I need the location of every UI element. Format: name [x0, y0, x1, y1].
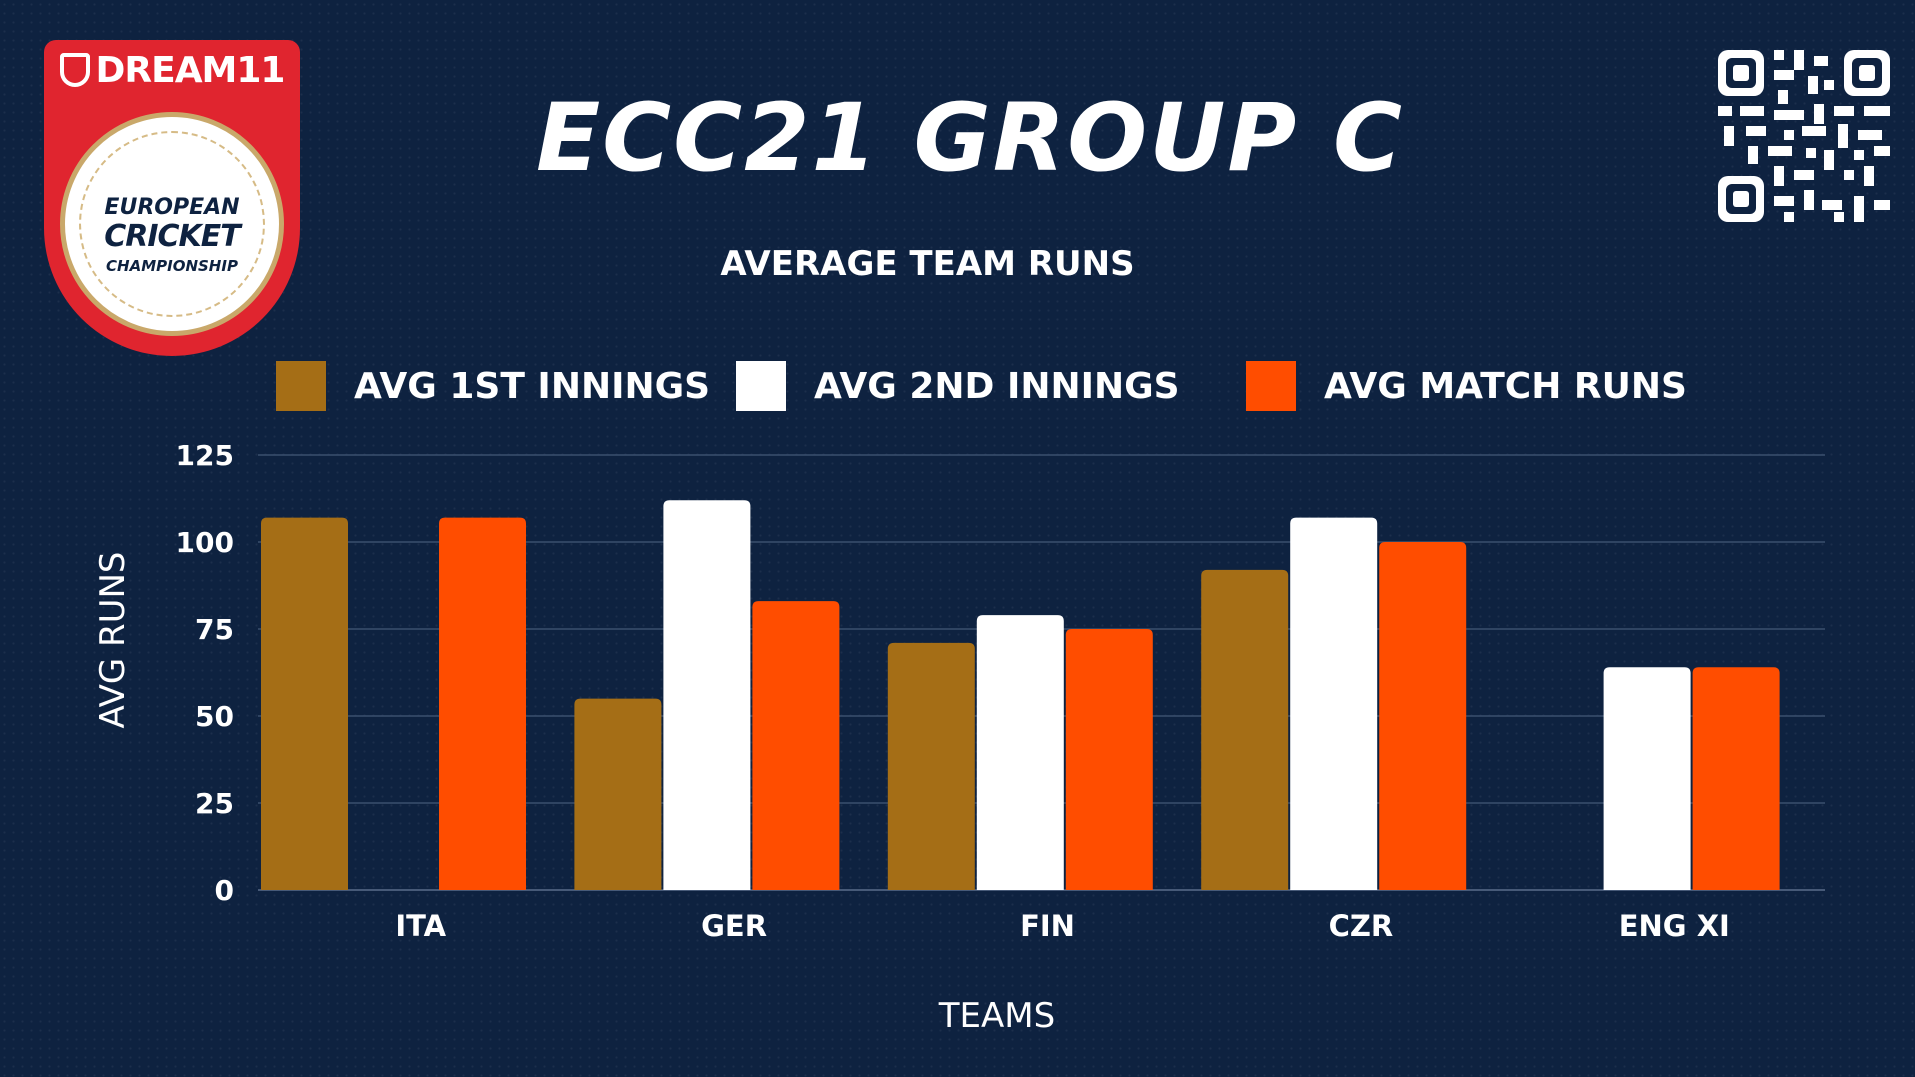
bar-ger-series-2	[663, 500, 751, 890]
bar-czr-series-1	[1201, 569, 1289, 890]
bar-eng-xi-series-2	[1603, 667, 1691, 890]
legend-label-1st-innings: AVG 1ST INNINGS	[354, 365, 711, 407]
legend-item-match-runs: AVG MATCH RUNS	[1246, 360, 1687, 412]
logo-line-european: EUROPEAN	[104, 195, 240, 220]
dream11-shield-icon	[59, 53, 90, 87]
bar-fin-series-2	[976, 615, 1064, 890]
bar-ger-series-3	[752, 601, 840, 890]
chart-bars	[261, 500, 1780, 890]
bar-fin-series-3	[1065, 629, 1153, 890]
bar-fin-series-1	[887, 642, 975, 890]
bar-czr-series-2	[1290, 517, 1378, 890]
y-axis-title: AVG RUNS	[93, 551, 133, 728]
y-tick-label: 125	[176, 439, 234, 472]
logo-line-cricket: CRICKET	[104, 219, 241, 254]
bar-czr-series-3	[1379, 542, 1467, 890]
qr-code-icon	[1718, 50, 1890, 222]
legend-item-1st-innings: AVG 1ST INNINGS	[276, 360, 710, 412]
logo-badge: EUROPEAN CRICKET CHAMPIONSHIP	[60, 112, 284, 336]
x-axis-categories: ITA GER FIN CZR ENG XI	[395, 909, 1730, 943]
x-category-label: ITA	[395, 909, 446, 943]
y-tick-label: 100	[176, 526, 234, 559]
bar-ita-series-1	[261, 517, 348, 890]
legend-label-2nd-innings: AVG 2ND INNINGS	[814, 365, 1180, 407]
legend-swatch-1st-innings	[276, 361, 326, 411]
bar-ger-series-1	[574, 698, 662, 890]
bar-ita-series-3	[439, 517, 526, 890]
bar-eng-xi-series-3	[1692, 667, 1780, 890]
dream11-brand: DREAM11	[44, 50, 300, 91]
legend-item-2nd-innings: AVG 2ND INNINGS	[736, 360, 1180, 412]
legend-label-match-runs: AVG MATCH RUNS	[1324, 365, 1687, 407]
x-category-label: GER	[701, 909, 767, 943]
chart-subtitle: AVERAGE TEAM RUNS	[720, 244, 1135, 284]
cricket-ball-seam-icon	[79, 131, 265, 317]
chart-legend: AVG 1ST INNINGS AVG 2ND INNINGS AVG MATC…	[276, 360, 1756, 412]
dream11-brand-text: DREAM11	[95, 50, 286, 91]
page-title: ECC21 GROUP C	[535, 84, 1405, 193]
legend-swatch-2nd-innings	[736, 361, 786, 411]
y-tick-label: 75	[195, 613, 234, 646]
y-axis-ticks: 0 25 50 75 100 125	[176, 439, 234, 907]
legend-swatch-match-runs	[1246, 361, 1296, 411]
y-tick-label: 0	[215, 874, 234, 907]
x-category-label: FIN	[1020, 909, 1075, 943]
x-axis-title: TEAMS	[938, 996, 1055, 1036]
x-category-label: CZR	[1329, 909, 1394, 943]
x-category-label: ENG XI	[1619, 909, 1730, 943]
y-tick-label: 50	[195, 700, 234, 733]
y-tick-label: 25	[195, 787, 234, 820]
championship-logo: DREAM11 EUROPEAN CRICKET CHAMPIONSHIP	[44, 40, 300, 356]
logo-line-championship: CHAMPIONSHIP	[106, 257, 238, 275]
